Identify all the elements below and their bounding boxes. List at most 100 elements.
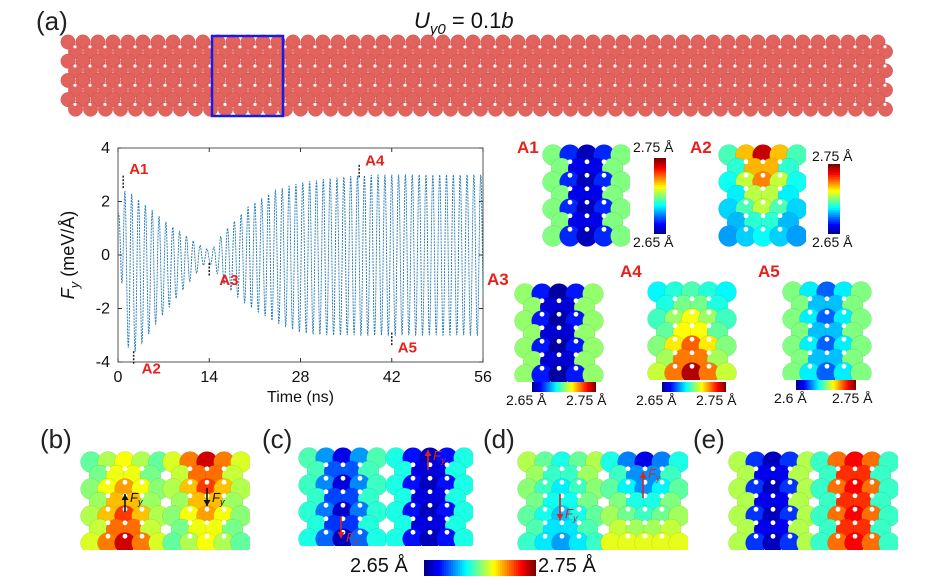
- colorbar-segment: [700, 382, 703, 392]
- strip-hole: [598, 45, 602, 49]
- lattice-hole: [706, 350, 712, 356]
- colorbar-segment: [691, 382, 694, 392]
- strip-hole: [163, 45, 167, 49]
- lattice-hole: [770, 479, 776, 485]
- colorbar-segment: [697, 382, 700, 392]
- strip-atom: [293, 101, 308, 117]
- strip-atom: [878, 101, 893, 117]
- strip-hole: [853, 64, 857, 68]
- force-arrowhead: [639, 472, 647, 478]
- colorbar-segment: [692, 382, 695, 392]
- colorbar-segment: [828, 176, 840, 179]
- lattice-hole: [556, 298, 562, 304]
- lattice-hole: [689, 296, 695, 302]
- strip-hole: [613, 83, 617, 87]
- lattice-hole: [659, 493, 665, 499]
- colorbar-segment: [828, 206, 840, 209]
- strip-hole: [733, 83, 737, 87]
- lattice-hole: [357, 462, 363, 468]
- lattice-hole: [659, 466, 665, 472]
- force-label: Fy: [130, 490, 143, 507]
- lattice-hole: [204, 533, 210, 539]
- strip-hole: [568, 64, 572, 68]
- lattice-hole: [869, 466, 875, 472]
- colorbar-segment: [464, 560, 468, 576]
- strip-hole: [463, 64, 467, 68]
- colorbar-segment: [840, 380, 843, 390]
- colorbar-segment: [820, 380, 822, 390]
- strip-hole: [118, 45, 122, 49]
- colorbar-segment: [711, 382, 714, 392]
- lattice-hole: [869, 493, 875, 499]
- lattice-hole: [556, 325, 562, 331]
- snapshot-d-right: Fy: [600, 451, 688, 550]
- lattice-hole: [642, 533, 648, 539]
- strip-hole: [748, 45, 752, 49]
- colorbar-segment: [654, 159, 666, 163]
- lattice-hole: [659, 520, 665, 526]
- strip-hole: [403, 102, 407, 106]
- lattice-hole: [777, 213, 783, 219]
- lattice-hole: [105, 506, 111, 512]
- strip-hole: [778, 102, 782, 106]
- lattice-hole: [576, 506, 582, 512]
- lattice-hole: [139, 506, 145, 512]
- lattice-hole: [584, 199, 590, 205]
- strip-atom: [668, 101, 683, 117]
- y-tick-label: -2: [96, 301, 110, 318]
- colorbar-segment: [827, 380, 829, 390]
- lattice-hole: [323, 489, 329, 495]
- strip-hole: [373, 64, 377, 68]
- colorbar-segment: [828, 165, 840, 168]
- colorbar-segment: [833, 380, 835, 390]
- lattice-hole: [539, 298, 545, 304]
- lattice-hole: [625, 493, 631, 499]
- colorbar-segment: [594, 382, 596, 392]
- lattice-hole: [122, 520, 128, 526]
- strip-hole: [103, 45, 107, 49]
- lattice-hole: [601, 213, 607, 219]
- colorbar-segment: [654, 216, 666, 220]
- atom: [715, 362, 737, 380]
- strip-hole: [328, 83, 332, 87]
- panel-label-d: (d): [483, 424, 515, 454]
- colorbar-segment: [685, 382, 687, 392]
- lattice-hole: [625, 479, 631, 485]
- strip-hole: [433, 102, 437, 106]
- strip-atom: [713, 101, 728, 117]
- lattice-hole: [770, 533, 776, 539]
- lattice-hole: [323, 529, 329, 535]
- strip-hole: [418, 64, 422, 68]
- colorbar-segment: [850, 380, 852, 390]
- strip-hole: [73, 102, 77, 106]
- colorbar-a3: [532, 382, 596, 392]
- lattice-hole: [760, 226, 766, 232]
- lattice-hole: [444, 516, 450, 522]
- nanoribbon-strip: [60, 34, 893, 118]
- lattice-hole: [852, 479, 858, 485]
- lattice-hole: [787, 479, 793, 485]
- colorbar-segment: [473, 560, 477, 576]
- lattice-hole: [824, 309, 830, 315]
- lattice-hole: [672, 323, 678, 329]
- strip-hole: [328, 64, 332, 68]
- strip-hole: [328, 102, 332, 106]
- colorbar-segment: [828, 195, 840, 198]
- colorbar-segment: [715, 382, 718, 392]
- colorbar-segment: [828, 207, 840, 210]
- lattice-hole: [122, 466, 128, 472]
- colorbar-segment: [817, 380, 820, 390]
- lattice-hole: [221, 520, 227, 526]
- colorbar-segment: [654, 165, 666, 168]
- strip-atom: [203, 101, 218, 117]
- colorbar-segment: [706, 382, 709, 392]
- colorbar-segment: [654, 232, 666, 234]
- colorbar-segment: [654, 199, 666, 203]
- x-tick-label: 42: [383, 369, 401, 386]
- colorbar-segment: [560, 382, 562, 392]
- colorbar-segment: [535, 382, 538, 392]
- colorbar-segment: [506, 560, 510, 576]
- strip-hole: [688, 102, 692, 106]
- colorbar-segment: [695, 382, 698, 392]
- lattice-hole: [576, 533, 582, 539]
